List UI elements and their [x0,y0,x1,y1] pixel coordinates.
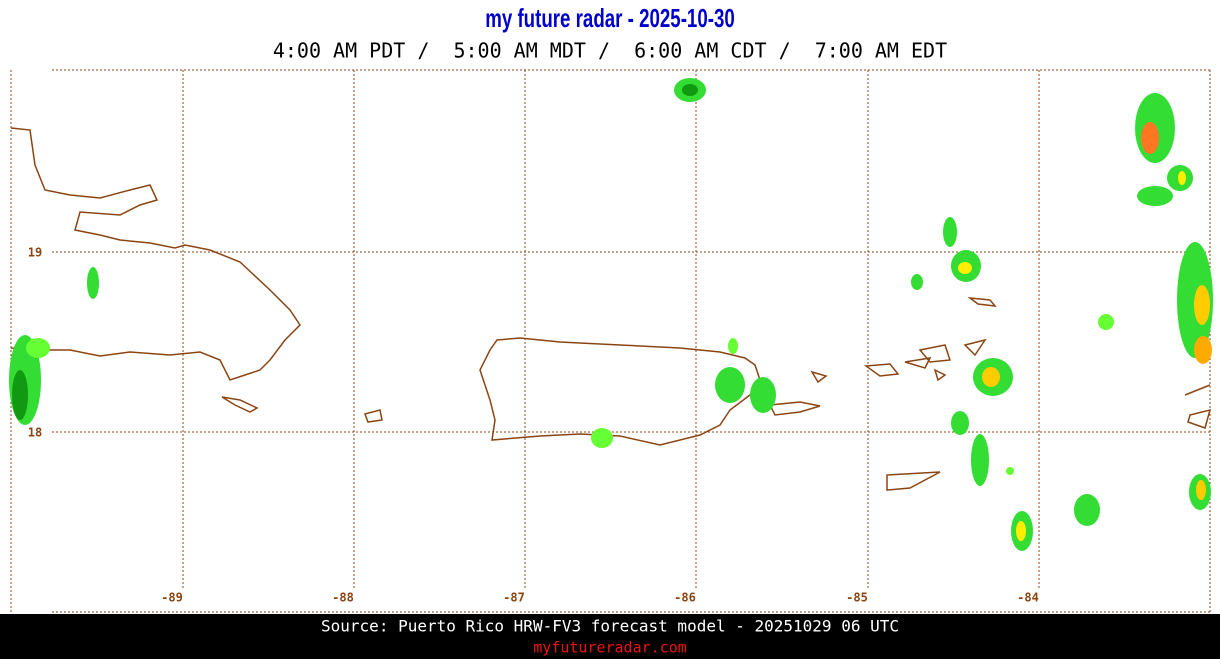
footer-band [0,614,1220,659]
echo [1194,285,1210,325]
echo [1196,480,1206,500]
echo [943,217,957,247]
source: Source: Puerto Rico HRW-FV3 forecast mod… [321,617,899,636]
title: my future radar - 2025-10-30 [485,3,735,33]
echo [1137,186,1173,206]
echo [971,434,989,486]
echo [1178,171,1186,185]
echo [26,338,50,358]
coastline [810,370,828,384]
echo [911,274,923,290]
echo [591,428,613,448]
echo [1194,336,1212,364]
coastline [886,471,941,491]
longitude-label: -84 [1017,591,1039,605]
echo [951,411,969,435]
echo [87,267,99,299]
echo [728,338,738,354]
longitude-label: -87 [503,591,525,605]
coastline [479,337,761,446]
coastline [1184,384,1212,429]
echo [1098,314,1114,330]
echo [982,367,1000,387]
grid [10,69,1212,613]
echo [958,262,972,274]
latitude-label: 19 [28,246,42,260]
coastline [10,127,301,381]
latitude-label: 18 [28,426,42,440]
coastline [221,396,259,413]
echo [1141,122,1159,154]
echo [682,84,698,96]
echo [12,370,28,420]
site-link[interactable]: myfutureradar.com [533,639,687,657]
echo [715,367,745,403]
echo [750,377,776,413]
longitude-label: -86 [674,591,696,605]
coastline [364,409,383,423]
coastlines [10,127,1212,491]
time-zones: 4:00 AM PDT / 5:00 AM MDT / 6:00 AM CDT … [273,39,947,63]
longitude-label: -89 [161,591,183,605]
longitude-label: -85 [846,591,868,605]
coastline [967,296,997,307]
radar-echoes [9,78,1213,551]
coastline [768,401,821,416]
echo [1016,521,1026,541]
echo [1006,467,1014,475]
longitude-label: -88 [332,591,354,605]
coastline [863,338,987,382]
echo [1074,494,1100,526]
